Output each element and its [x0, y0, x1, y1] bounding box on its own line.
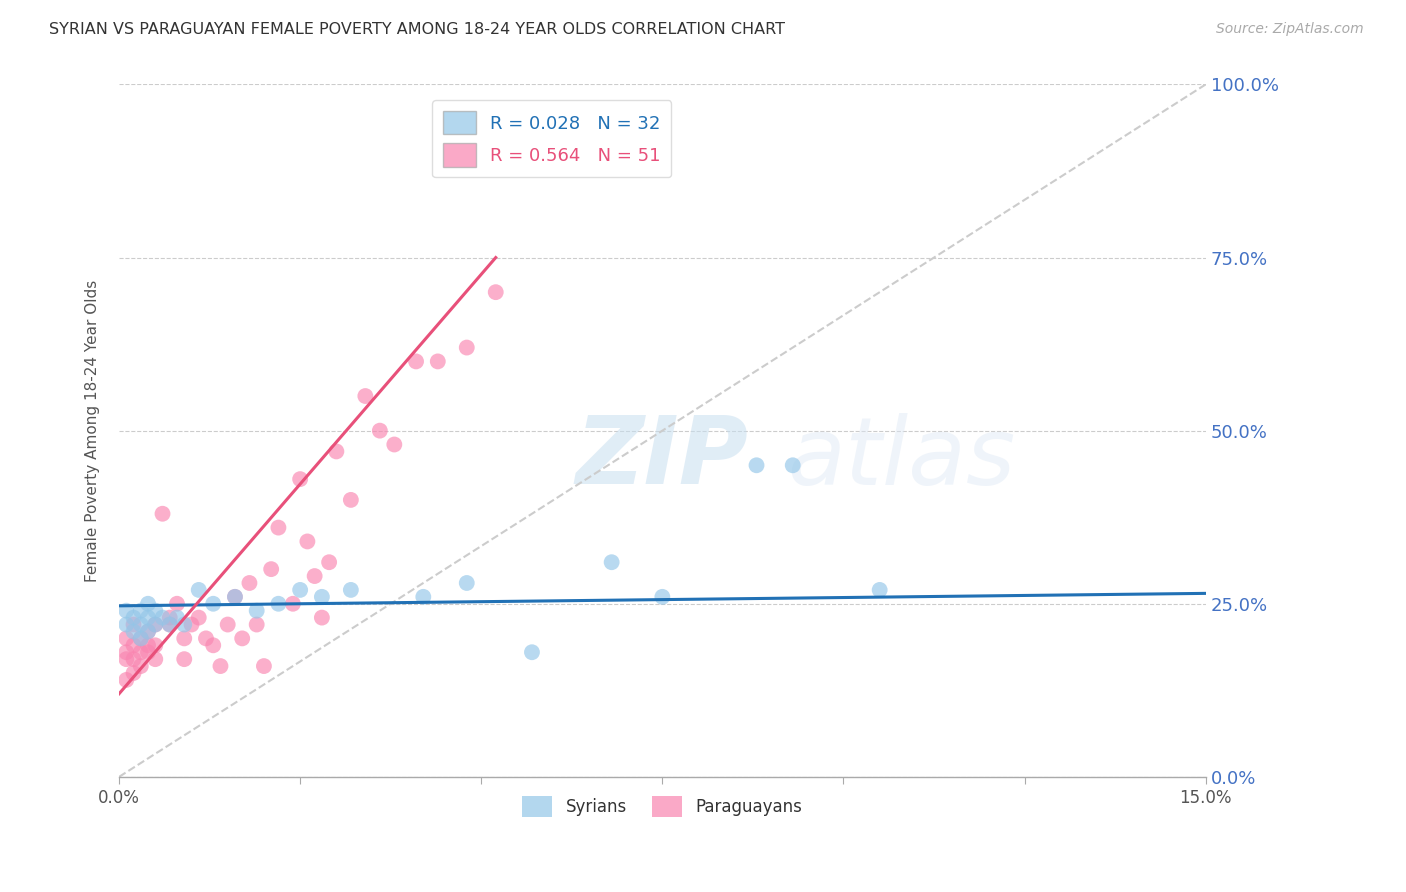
Syrians — [115, 604, 138, 618]
Paraguayans — [136, 638, 159, 652]
Paraguayans — [143, 638, 166, 652]
Paraguayans — [267, 520, 290, 534]
Paraguayans — [368, 424, 391, 438]
Paraguayans — [288, 472, 311, 486]
Syrians — [600, 555, 623, 569]
Paraguayans — [382, 437, 405, 451]
Paraguayans — [143, 652, 166, 666]
Syrians — [412, 590, 434, 604]
Paraguayans — [187, 610, 209, 624]
Syrians — [246, 604, 269, 618]
Paraguayans — [297, 534, 319, 549]
Paraguayans — [166, 597, 188, 611]
Paraguayans — [354, 389, 377, 403]
Syrians — [122, 624, 145, 639]
Text: atlas: atlas — [787, 413, 1015, 504]
Text: Source: ZipAtlas.com: Source: ZipAtlas.com — [1216, 22, 1364, 37]
Paraguayans — [194, 632, 217, 646]
Paraguayans — [485, 285, 508, 300]
Syrians — [173, 617, 195, 632]
Syrians — [159, 617, 181, 632]
Y-axis label: Female Poverty Among 18-24 Year Olds: Female Poverty Among 18-24 Year Olds — [86, 279, 100, 582]
Paraguayans — [325, 444, 347, 458]
Paraguayans — [318, 555, 340, 569]
Syrians — [267, 597, 290, 611]
Paraguayans — [143, 617, 166, 632]
Syrians — [456, 576, 478, 591]
Syrians — [152, 610, 174, 624]
Paraguayans — [238, 576, 260, 591]
Paraguayans — [311, 610, 333, 624]
Syrians — [869, 582, 891, 597]
Paraguayans — [304, 569, 326, 583]
Paraguayans — [115, 652, 138, 666]
Paraguayans — [456, 341, 478, 355]
Paraguayans — [129, 659, 152, 673]
Paraguayans — [136, 624, 159, 639]
Paraguayans — [246, 617, 269, 632]
Paraguayans — [180, 617, 202, 632]
Paraguayans — [340, 492, 363, 507]
Paraguayans — [231, 632, 253, 646]
Syrians — [311, 590, 333, 604]
Syrians — [129, 617, 152, 632]
Paraguayans — [136, 645, 159, 659]
Paraguayans — [224, 590, 246, 604]
Syrians — [122, 610, 145, 624]
Paraguayans — [426, 354, 449, 368]
Syrians — [224, 590, 246, 604]
Text: ZIP: ZIP — [575, 412, 748, 504]
Paraguayans — [115, 673, 138, 687]
Paraguayans — [405, 354, 427, 368]
Syrians — [115, 617, 138, 632]
Paraguayans — [217, 617, 239, 632]
Paraguayans — [209, 659, 232, 673]
Legend: Syrians, Paraguayans: Syrians, Paraguayans — [516, 789, 808, 824]
Paraguayans — [173, 632, 195, 646]
Paraguayans — [260, 562, 283, 576]
Text: SYRIAN VS PARAGUAYAN FEMALE POVERTY AMONG 18-24 YEAR OLDS CORRELATION CHART: SYRIAN VS PARAGUAYAN FEMALE POVERTY AMON… — [49, 22, 785, 37]
Syrians — [129, 632, 152, 646]
Paraguayans — [122, 665, 145, 680]
Syrians — [288, 582, 311, 597]
Paraguayans — [129, 645, 152, 659]
Paraguayans — [202, 638, 225, 652]
Paraguayans — [115, 632, 138, 646]
Syrians — [136, 610, 159, 624]
Syrians — [340, 582, 363, 597]
Paraguayans — [159, 617, 181, 632]
Paraguayans — [281, 597, 304, 611]
Syrians — [651, 590, 673, 604]
Syrians — [166, 610, 188, 624]
Paraguayans — [152, 507, 174, 521]
Syrians — [136, 597, 159, 611]
Paraguayans — [253, 659, 276, 673]
Syrians — [745, 458, 768, 473]
Paraguayans — [159, 610, 181, 624]
Paraguayans — [173, 652, 195, 666]
Syrians — [143, 604, 166, 618]
Paraguayans — [122, 652, 145, 666]
Syrians — [129, 604, 152, 618]
Paraguayans — [122, 617, 145, 632]
Syrians — [202, 597, 225, 611]
Syrians — [782, 458, 804, 473]
Syrians — [520, 645, 543, 659]
Paraguayans — [115, 645, 138, 659]
Syrians — [136, 624, 159, 639]
Syrians — [187, 582, 209, 597]
Syrians — [143, 617, 166, 632]
Paraguayans — [122, 638, 145, 652]
Paraguayans — [129, 632, 152, 646]
